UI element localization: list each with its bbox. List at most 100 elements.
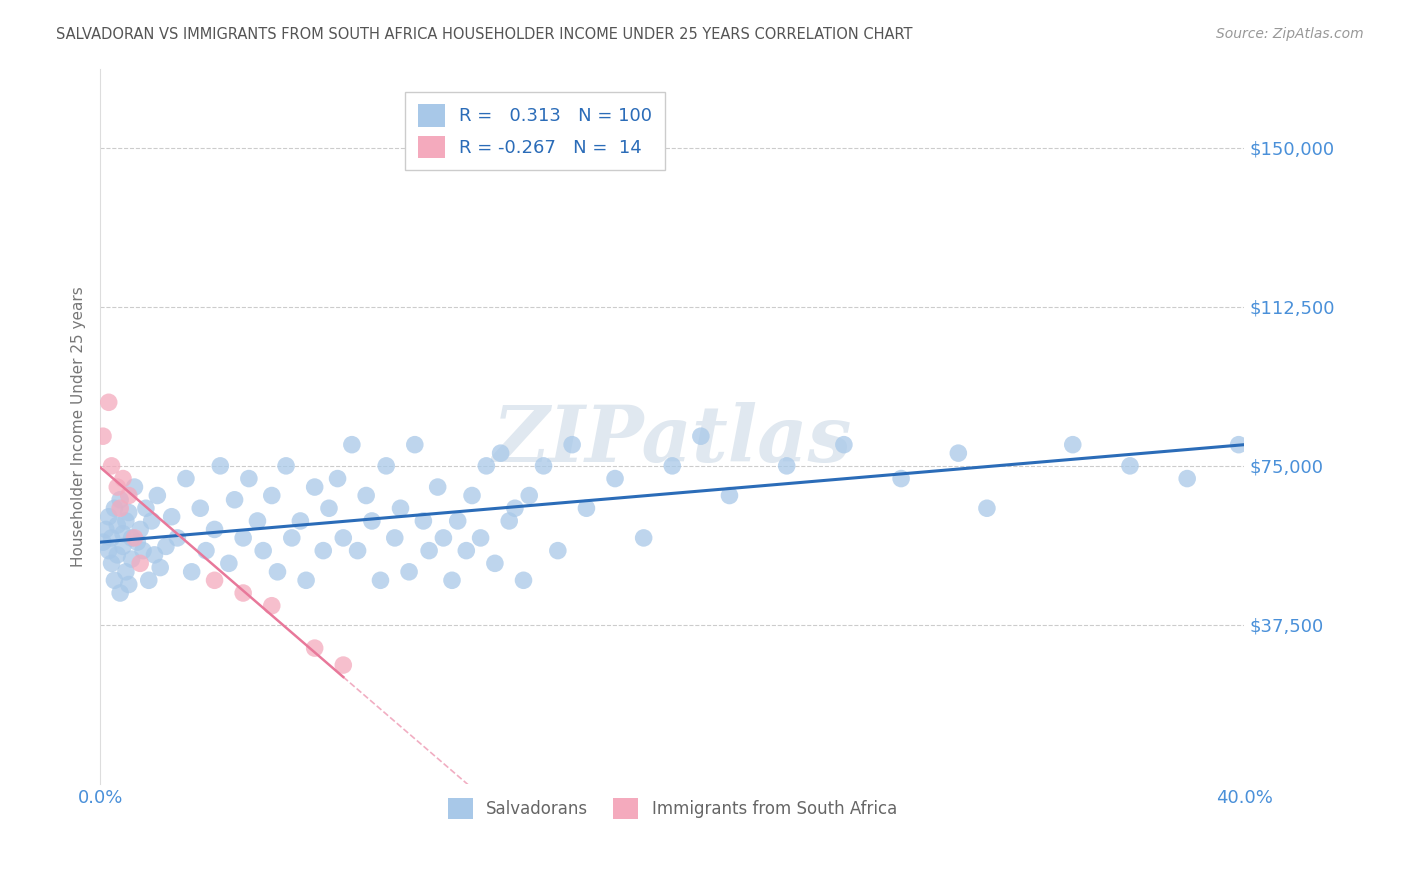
Point (890, 472, 912, 486)
Point (118, 506, 141, 520)
Point (384, 531, 406, 545)
Point (204, 523, 226, 537)
Point (517, 489, 540, 503)
Point (252, 543, 274, 558)
Point (489, 446, 512, 460)
Point (412, 514, 434, 528)
Point (135, 501, 157, 516)
Point (204, 574, 226, 588)
Point (108, 501, 131, 516)
Point (103, 574, 125, 588)
Point (304, 480, 326, 494)
Point (124, 531, 146, 545)
Point (426, 480, 449, 494)
Point (100, 557, 122, 571)
Point (274, 458, 297, 473)
Point (97, 395, 120, 409)
Point (361, 514, 384, 528)
Point (118, 489, 141, 503)
Point (115, 514, 138, 528)
Point (97, 509, 120, 524)
Point (1119, 458, 1142, 473)
Point (121, 552, 143, 566)
Point (108, 586, 131, 600)
Point (512, 574, 534, 588)
Point (260, 599, 283, 613)
Text: ZIPatlas: ZIPatlas (492, 402, 852, 479)
Point (260, 489, 283, 503)
Point (404, 438, 426, 452)
Point (138, 574, 160, 588)
Point (97, 543, 120, 558)
Point (398, 565, 420, 579)
Point (129, 523, 152, 537)
Y-axis label: Householder Income Under 25 years: Householder Income Under 25 years (72, 285, 86, 566)
Point (218, 557, 240, 571)
Point (503, 501, 526, 516)
Point (375, 458, 398, 473)
Point (776, 458, 799, 473)
Point (440, 574, 463, 588)
Point (1175, 472, 1198, 486)
Point (948, 446, 970, 460)
Point (94, 523, 117, 537)
Point (332, 531, 354, 545)
Point (689, 429, 711, 443)
Point (105, 480, 128, 494)
Point (561, 438, 583, 452)
Point (633, 531, 655, 545)
Text: SALVADORAN VS IMMIGRANTS FROM SOUTH AFRICA HOUSEHOLDER INCOME UNDER 25 YEARS COR: SALVADORAN VS IMMIGRANTS FROM SOUTH AFRI… (56, 27, 912, 42)
Point (103, 501, 125, 516)
Point (447, 514, 470, 528)
Point (111, 472, 134, 486)
Point (547, 543, 569, 558)
Point (1062, 438, 1084, 452)
Point (326, 472, 349, 486)
Point (100, 458, 122, 473)
Point (475, 458, 498, 473)
Point (340, 438, 363, 452)
Point (533, 458, 555, 473)
Point (661, 458, 683, 473)
Point (832, 438, 855, 452)
Point (149, 560, 172, 574)
Point (232, 586, 254, 600)
Point (461, 489, 484, 503)
Point (304, 641, 326, 656)
Point (91, 535, 114, 549)
Point (295, 574, 318, 588)
Point (129, 557, 152, 571)
Point (603, 472, 626, 486)
Point (266, 565, 288, 579)
Point (141, 514, 163, 528)
Legend: Salvadorans, Immigrants from South Africa: Salvadorans, Immigrants from South Afric… (441, 792, 904, 825)
Point (155, 540, 177, 554)
Point (100, 531, 122, 545)
Point (575, 501, 598, 516)
Point (174, 472, 197, 486)
Point (194, 543, 217, 558)
Point (160, 509, 183, 524)
Point (209, 458, 232, 473)
Point (456, 543, 478, 558)
Point (370, 574, 392, 588)
Point (312, 543, 335, 558)
Point (332, 658, 354, 673)
Point (418, 543, 440, 558)
Point (224, 492, 246, 507)
Point (111, 526, 134, 541)
Point (91, 429, 114, 443)
Point (389, 501, 412, 516)
Point (166, 531, 188, 545)
Point (111, 540, 134, 554)
Point (232, 531, 254, 545)
Point (105, 518, 128, 533)
Point (238, 472, 260, 486)
Text: Source: ZipAtlas.com: Source: ZipAtlas.com (1216, 27, 1364, 41)
Point (188, 501, 211, 516)
Point (318, 501, 340, 516)
Point (432, 531, 454, 545)
Point (346, 543, 368, 558)
Point (498, 514, 520, 528)
Point (115, 565, 138, 579)
